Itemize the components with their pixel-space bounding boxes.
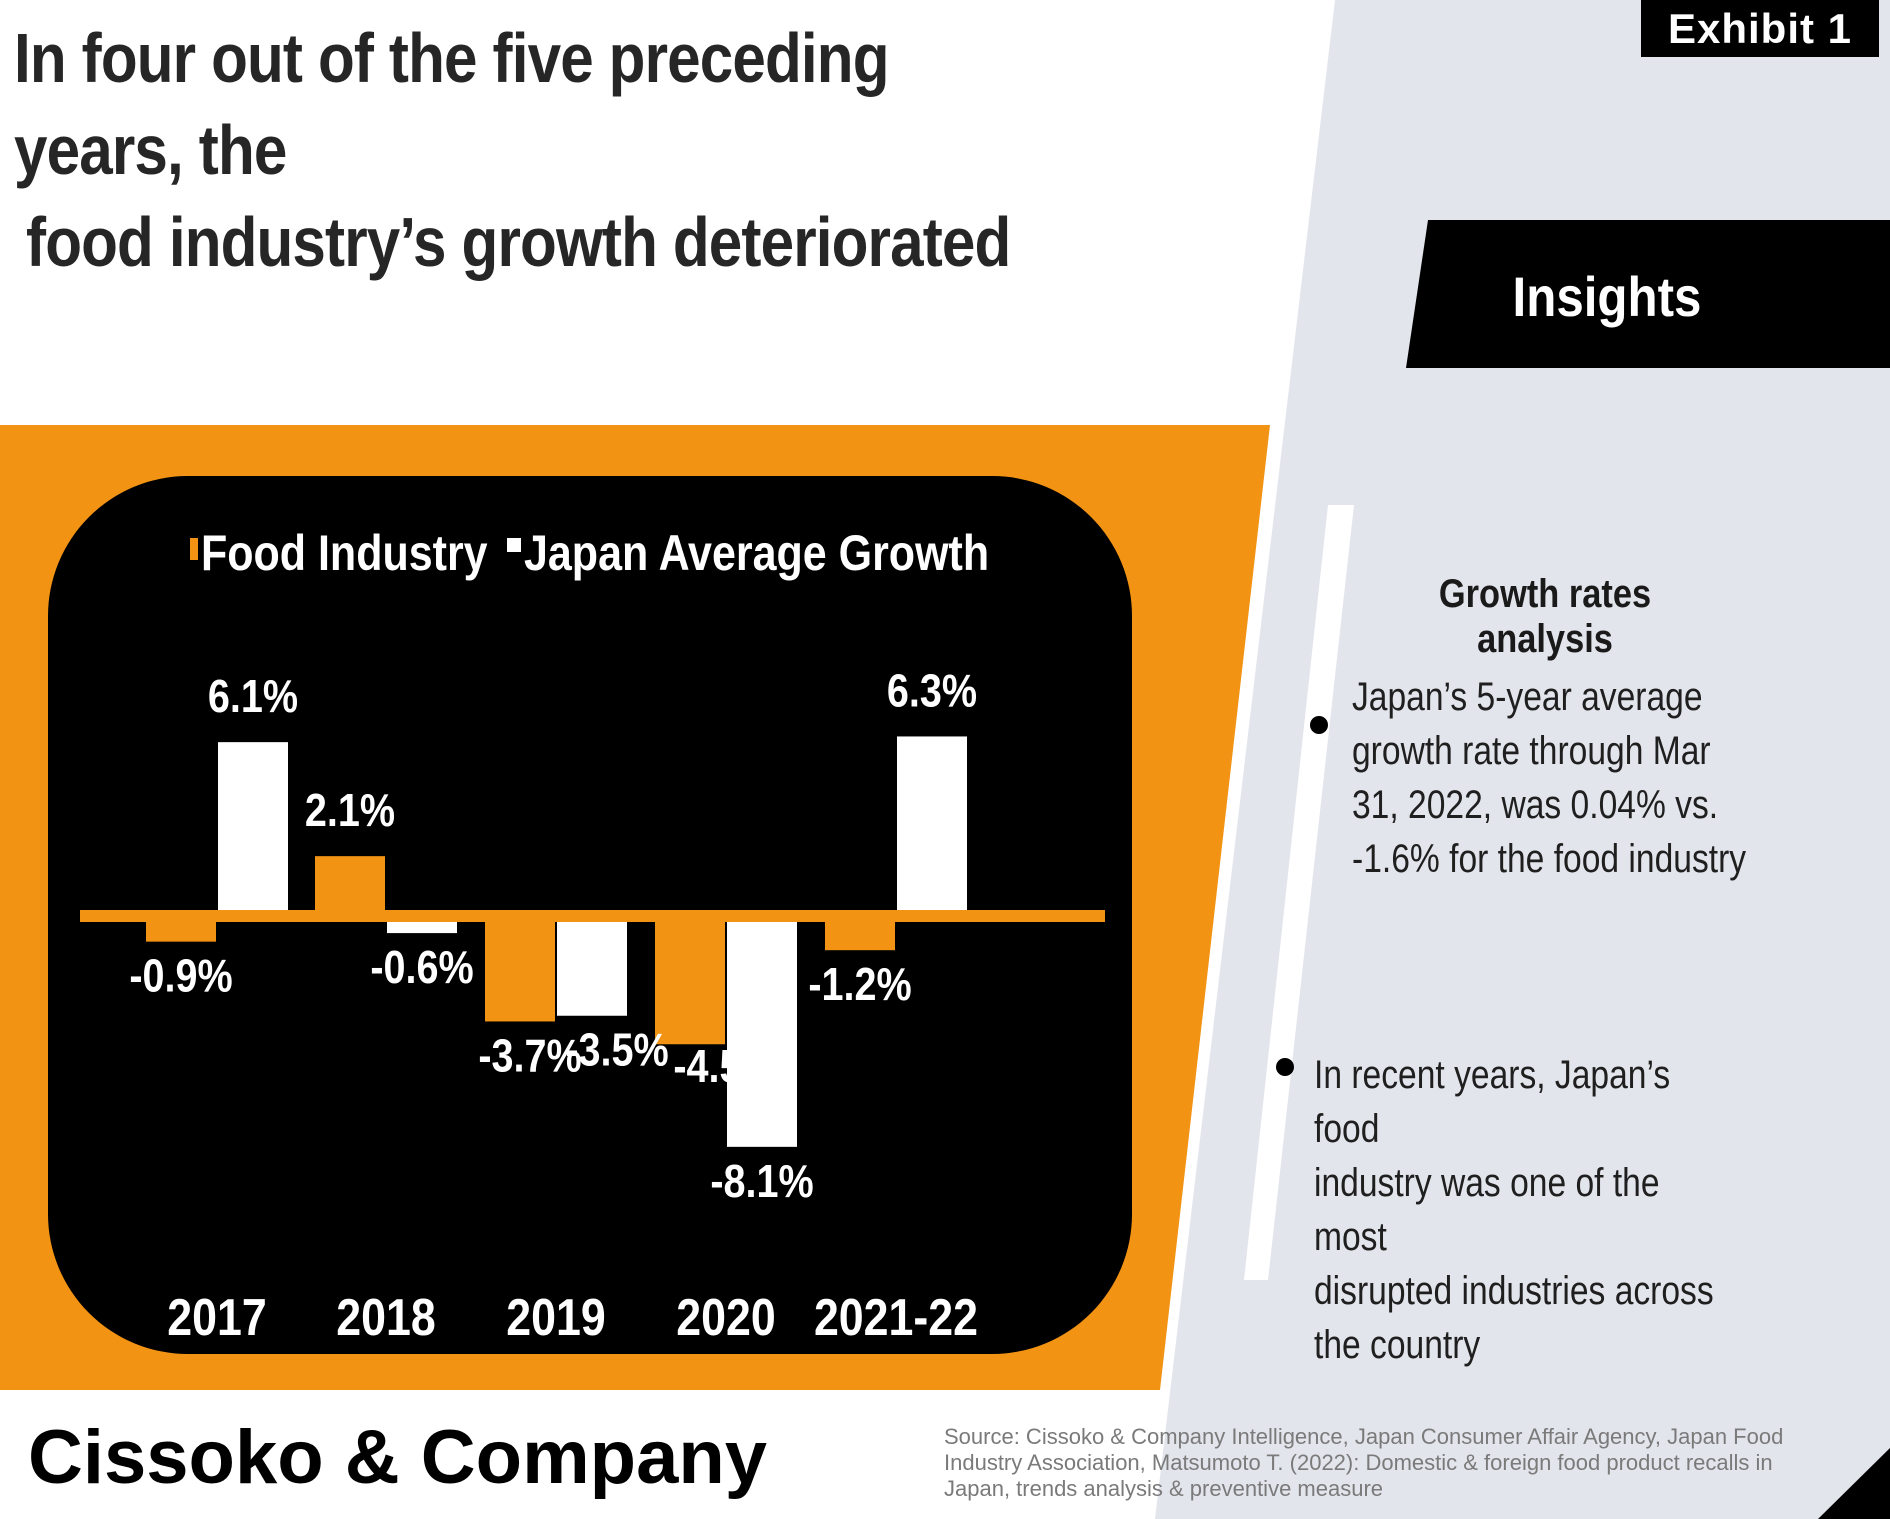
source-line: Japan, trends analysis & preventive meas… xyxy=(944,1476,1384,1501)
headline-line-1: In four out of the five preceding years,… xyxy=(14,19,889,189)
category-tick-label: 2019 xyxy=(506,1289,605,1347)
food-industry-bar xyxy=(315,856,385,916)
page-title: In four out of the five preceding years,… xyxy=(14,12,1072,288)
insights-accent-bar xyxy=(1244,505,1354,1280)
zero-axis-line xyxy=(80,910,1105,922)
insight-bullet-2-line: the country xyxy=(1314,1323,1481,1367)
data-label: -4.5% xyxy=(673,1042,776,1093)
brand-name: Cissoko & Company xyxy=(28,1415,768,1500)
data-label: 2.1% xyxy=(305,785,395,836)
insights-gray-panel xyxy=(1155,0,1890,1519)
headline-line-2: food industry’s growth deteriorated xyxy=(26,203,1011,281)
category-tick-label: 2018 xyxy=(336,1289,435,1347)
source-line: Source: Cissoko & Company Intelligence, … xyxy=(944,1424,1784,1449)
data-label: -8.1% xyxy=(710,1156,813,1207)
source-note: Source: Cissoko & Company Intelligence, … xyxy=(944,1424,1864,1502)
japan-average-bar xyxy=(727,916,797,1147)
source-line: Industry Association, Matsumoto T. (2022… xyxy=(944,1450,1773,1475)
data-label: -1.2% xyxy=(808,959,911,1010)
legend-swatch xyxy=(507,538,521,552)
category-tick-label: 2017 xyxy=(167,1289,266,1347)
food-industry-bar xyxy=(485,916,555,1022)
data-label: -0.6% xyxy=(370,942,473,993)
japan-average-bar xyxy=(897,736,967,916)
data-label: 6.1% xyxy=(208,671,298,722)
insight-bullet-1-line: 31, 2022, was 0.04% vs. xyxy=(1352,783,1719,827)
category-tick-label: 2020 xyxy=(676,1289,775,1347)
bullet-dot-1 xyxy=(1310,716,1328,734)
category-tick-label: 2021-22 xyxy=(814,1289,978,1347)
insight-bullet-1: Japan’s 5-year average growth rate throu… xyxy=(1352,670,1755,886)
data-label: 6.3% xyxy=(887,666,977,717)
legend-label: Japan Average Growth xyxy=(524,525,989,581)
insight-bullet-2-line: disrupted industries across xyxy=(1314,1269,1714,1313)
data-label: -3.7% xyxy=(478,1031,581,1082)
insights-title-banner xyxy=(1406,220,1890,368)
legend-swatch xyxy=(190,538,198,560)
corner-triangle xyxy=(1818,1448,1890,1519)
insights-title: Insights xyxy=(1512,265,1702,328)
japan-average-bar xyxy=(218,742,288,916)
food-industry-bar xyxy=(655,916,725,1045)
insight-bullet-1-line: Japan’s 5-year average xyxy=(1352,675,1703,719)
data-label: -0.9% xyxy=(129,951,232,1002)
analysis-subtitle: Growth rates analysis xyxy=(1438,572,1652,661)
insight-bullet-2-line: industry was one of the most xyxy=(1314,1161,1660,1259)
legend-label: Food Industry xyxy=(201,525,488,581)
exhibit-badge: Exhibit 1 xyxy=(1641,0,1879,57)
insight-bullet-2: In recent years, Japan’s food industry w… xyxy=(1314,1048,1717,1372)
insight-bullet-1-line: growth rate through Mar xyxy=(1352,729,1711,773)
data-label: -3.5% xyxy=(565,1025,668,1076)
insight-bullet-1-line: -1.6% for the food industry xyxy=(1352,837,1747,881)
bullet-dot-2 xyxy=(1276,1058,1294,1076)
japan-average-bar xyxy=(557,916,627,1016)
insight-bullet-2-line: In recent years, Japan’s food xyxy=(1314,1053,1671,1151)
